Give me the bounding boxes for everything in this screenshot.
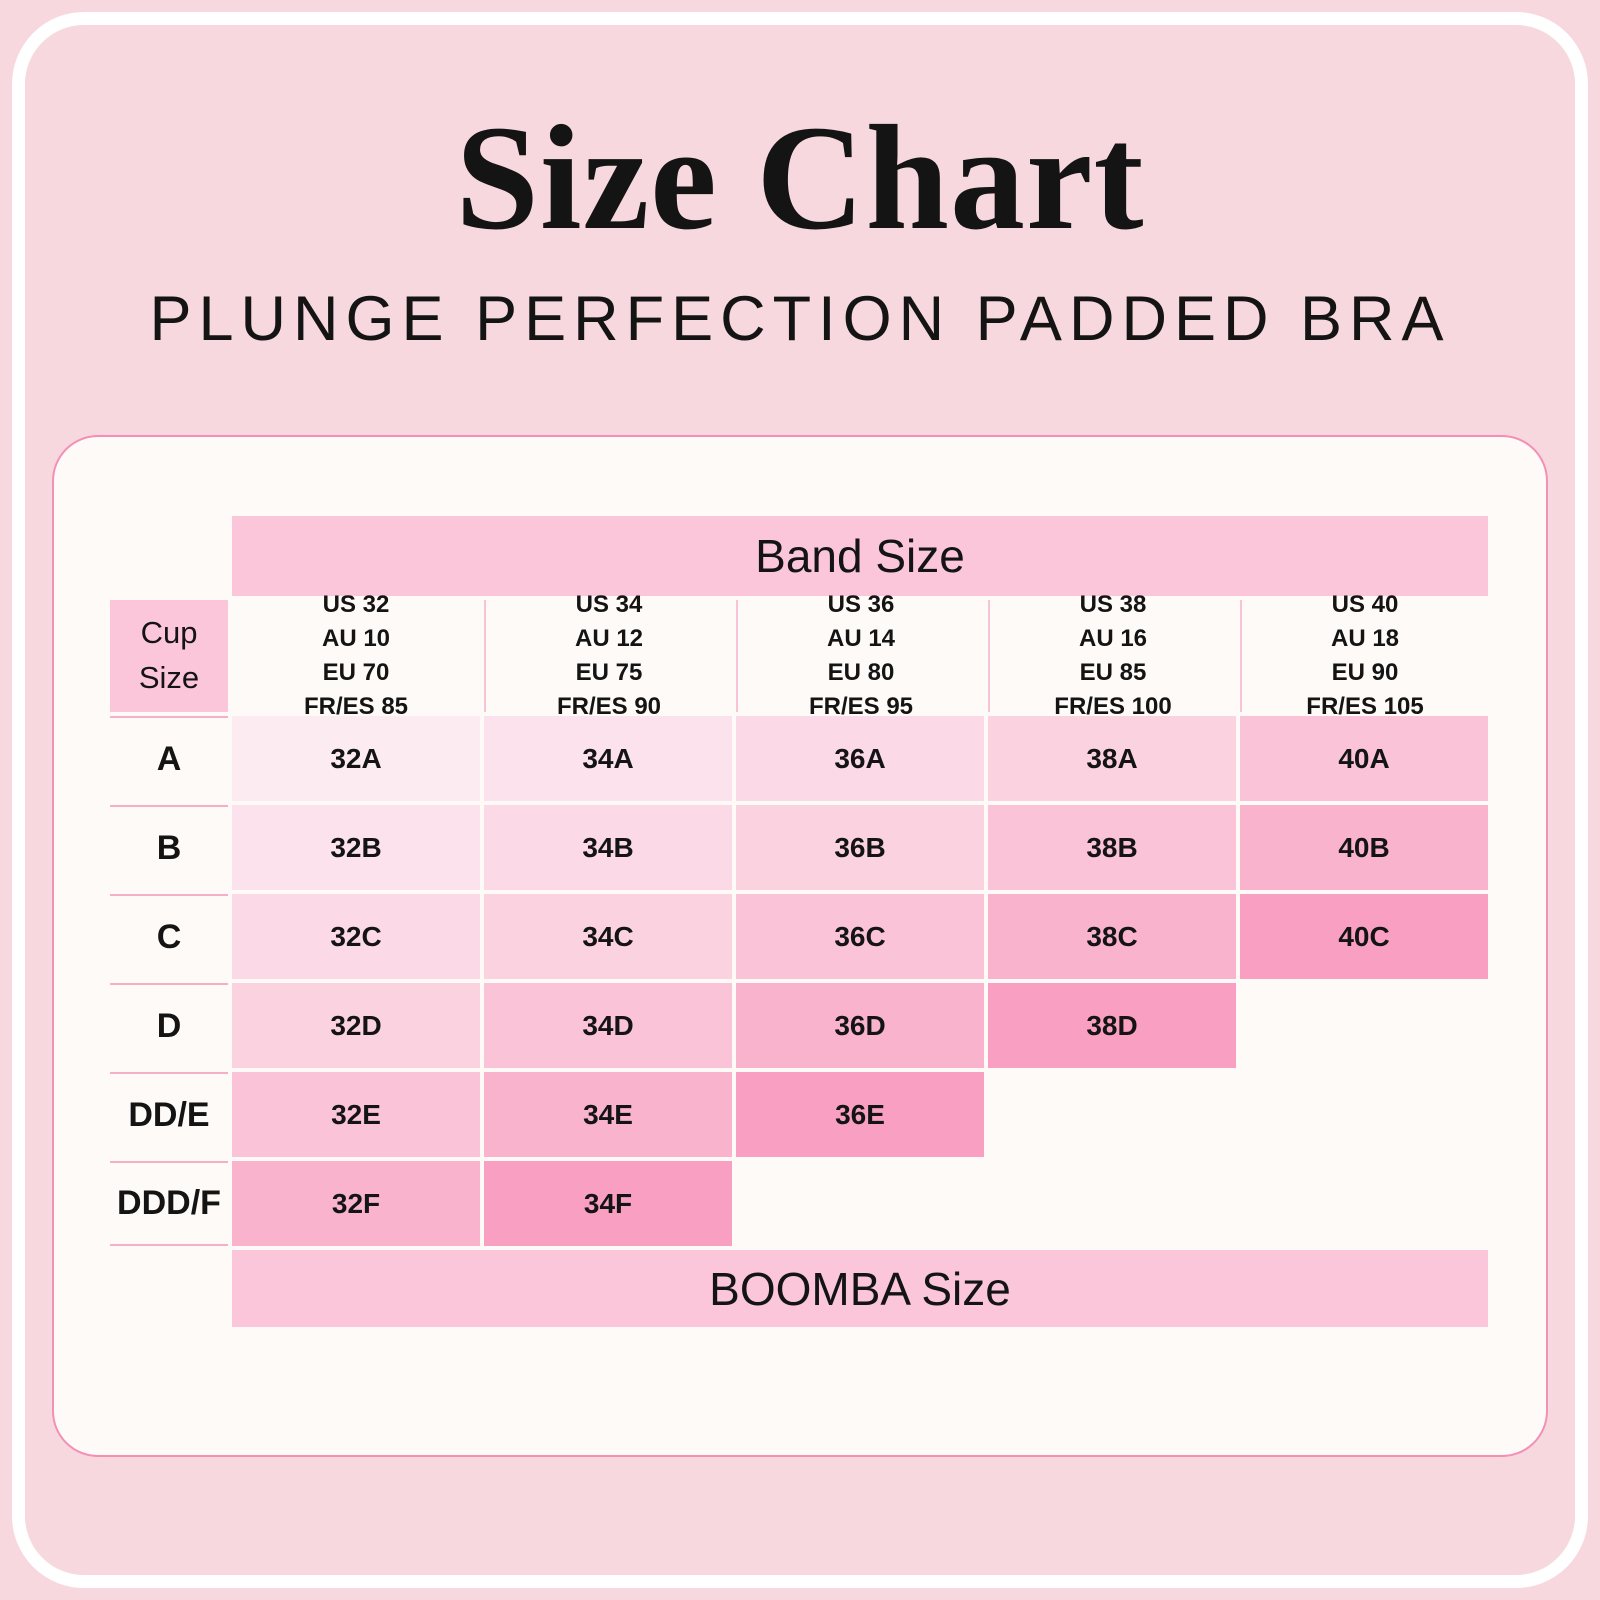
cup-row-label: A [110,716,228,801]
size-cell: 32D [232,983,480,1068]
band-us: US 32 [322,590,390,618]
size-table-card: Band Size Cup Size US 32 AU 10 EU 70 FR/… [52,435,1548,1457]
cup-row-label: DD/E [110,1072,228,1157]
size-cell: 36C [736,894,984,979]
size-cell: 36E [736,1072,984,1157]
band-eu: EU 90 [1331,659,1399,686]
band-eu: EU 70 [322,659,390,686]
band-size-header: Band Size [232,516,1488,596]
band-au: AU 12 [574,624,644,652]
band-au: AU 14 [826,624,896,652]
size-cell: 36A [736,716,984,801]
cup-size-header: Cup Size [110,600,228,712]
cup-row-label: DDD/F [110,1161,228,1246]
size-cell: 32C [232,894,480,979]
band-column-header: US 34 AU 12 EU 75 FR/ES 90 [484,591,732,720]
page-subtitle: PLUNGE PERFECTION PADDED BRA [149,284,1451,354]
size-cell: 38C [988,894,1236,979]
size-table: Band Size Cup Size US 32 AU 10 EU 70 FR/… [110,516,1488,1327]
size-cell: 34F [484,1161,732,1246]
band-fres: FR/ES 90 [556,693,662,721]
size-cell: 34B [484,805,732,890]
band-column-header: US 40 AU 18 EU 90 FR/ES 105 [1240,591,1488,720]
size-cell: 36B [736,805,984,890]
size-cell: 32A [232,716,480,801]
band-fres: FR/ES 85 [303,693,409,721]
band-column-header: US 32 AU 10 EU 70 FR/ES 85 [232,591,480,720]
band-column-header: US 36 AU 14 EU 80 FR/ES 95 [736,591,984,720]
size-cell: 32B [232,805,480,890]
band-fres: FR/ES 100 [1054,693,1172,721]
size-cell: 40C [1240,894,1488,979]
band-au: AU 18 [1330,624,1400,652]
size-cell: 34E [484,1072,732,1157]
band-us: US 40 [1331,590,1399,618]
cup-row-label: D [110,983,228,1068]
size-cell: 34D [484,983,732,1068]
band-us: US 38 [1079,590,1147,618]
page-title: Size Chart [455,95,1145,261]
size-cell: 34A [484,716,732,801]
band-au: AU 16 [1078,624,1148,652]
cup-row-label: C [110,894,228,979]
band-us: US 34 [575,590,643,618]
size-cell: 34C [484,894,732,979]
band-fres: FR/ES 105 [1306,693,1424,721]
band-column-header: US 38 AU 16 EU 85 FR/ES 100 [988,591,1236,720]
size-cell: 32F [232,1161,480,1246]
size-cell: 38D [988,983,1236,1068]
size-cell: 40B [1240,805,1488,890]
size-cell: 36D [736,983,984,1068]
band-eu: EU 75 [575,659,643,686]
band-fres: FR/ES 95 [808,693,914,721]
band-us: US 36 [827,590,895,618]
boomba-size-footer: BOOMBA Size [232,1250,1488,1327]
cup-row-label: B [110,805,228,890]
band-eu: EU 85 [1079,659,1147,686]
size-cell: 38A [988,716,1236,801]
size-cell: 40A [1240,716,1488,801]
band-au: AU 10 [321,624,391,652]
size-cell: 38B [988,805,1236,890]
size-cell: 32E [232,1072,480,1157]
band-eu: EU 80 [827,659,895,686]
